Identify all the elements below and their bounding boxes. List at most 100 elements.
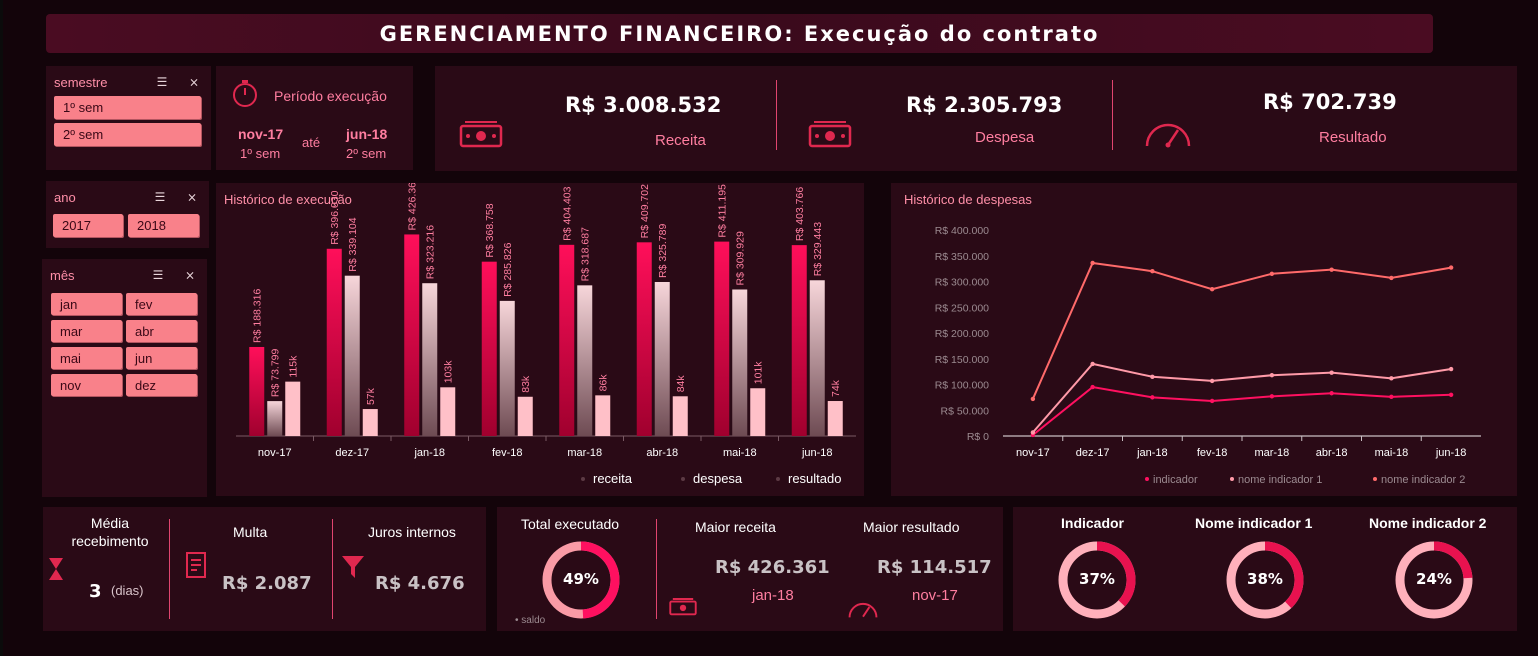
donut-fill — [1058, 541, 1136, 619]
data-label: 83k — [520, 375, 532, 393]
multi-select-icon[interactable]: ☰ — [156, 75, 168, 89]
slicer-item-dez[interactable]: dez — [126, 374, 197, 396]
bar-resultado — [517, 396, 533, 436]
bottom-indicators-panel: Indicador 37% Nome indicador 1 38% Nome … — [1013, 507, 1517, 631]
donut-fill — [1226, 541, 1304, 619]
bar-despesa — [577, 285, 593, 436]
point-nome-indicador-2 — [1090, 260, 1095, 266]
indicador-2-donut — [1395, 541, 1473, 619]
indicador-value: 37% — [1079, 570, 1115, 588]
gauge-icon — [1145, 123, 1191, 148]
multi-select-icon[interactable]: ☰ — [152, 268, 164, 282]
slicer-item-jan[interactable]: jan — [51, 293, 122, 315]
slicer-item-fev[interactable]: fev — [126, 293, 197, 315]
y-tick-label: R$ 50.000 — [941, 405, 990, 417]
x-tick-label: nov-17 — [258, 447, 292, 459]
slicer-item-mar[interactable]: mar — [51, 320, 122, 342]
slicer-item-jun[interactable]: jun — [126, 347, 197, 369]
kpi-despesa-value: R$ 2.305.793 — [906, 93, 1063, 117]
x-tick-label: fev-18 — [1197, 447, 1228, 459]
x-tick-label: jun-18 — [801, 447, 833, 459]
indicador-donut — [1058, 541, 1136, 619]
periodo-panel: Período execução nov-17 1º sem até jun-1… — [216, 66, 413, 170]
data-label: R$ 323.216 — [425, 225, 437, 279]
divider — [1112, 80, 1113, 150]
point-nome-indicador-1 — [1209, 378, 1215, 384]
total-donut — [542, 541, 620, 619]
point-nome-indicador-1 — [1329, 370, 1334, 375]
slicer-item-nov[interactable]: nov — [51, 374, 122, 396]
x-tick-label: fev-18 — [492, 447, 523, 459]
divider — [776, 80, 777, 150]
clear-filter-icon[interactable]: ⨯ — [188, 75, 200, 89]
data-label: R$ 396.030 — [329, 190, 341, 244]
slicer-item-mai[interactable]: mai — [51, 347, 122, 369]
indicador-2-label: Nome indicador 2 — [1369, 515, 1487, 531]
x-tick-label: mai-18 — [723, 447, 757, 459]
media-unit: (dias) — [111, 583, 144, 598]
slicer-ano: ano ☰ ⨯ 2017 2018 — [46, 181, 209, 248]
legend-marker — [1230, 477, 1234, 481]
bar-receita — [404, 234, 420, 436]
juros-value: R$ 4.676 — [375, 573, 465, 594]
x-tick-label: jan-18 — [1136, 447, 1168, 459]
y-tick-label: R$ 0 — [967, 431, 989, 443]
point-nome-indicador-2 — [1448, 265, 1454, 270]
line-nome-indicador-1 — [1032, 362, 1452, 434]
kpi-receita-label: Receita — [655, 132, 706, 149]
kpi-receita-value: R$ 3.008.532 — [565, 93, 722, 117]
money-icon — [808, 121, 852, 148]
slicer-item-2018[interactable]: 2018 — [128, 214, 199, 237]
bar-chart-title: Histórico de execução — [224, 192, 352, 207]
slicer-item-2sem[interactable]: 2º sem — [54, 123, 201, 146]
slicer-semestre-label: semestre — [54, 74, 108, 90]
divider — [169, 519, 170, 619]
x-tick-label: jan-18 — [413, 447, 445, 459]
data-label: R$ 188.316 — [252, 289, 264, 343]
kpi-panel: R$ 3.008.532 Receita R$ 2.305.793 Despes… — [435, 66, 1517, 171]
periodo-start-sem: 1º sem — [240, 146, 281, 161]
data-label: R$ 368.758 — [484, 203, 496, 257]
money-icon — [459, 121, 503, 148]
periodo-start: nov-17 — [238, 126, 284, 142]
point-nome-indicador-2 — [1269, 271, 1275, 276]
slicer-item-2017[interactable]: 2017 — [53, 214, 123, 237]
data-label: 103k — [443, 360, 455, 384]
slicer-item-abr[interactable]: abr — [126, 320, 197, 342]
data-label: 101k — [753, 361, 765, 385]
legend-marker — [1373, 477, 1377, 481]
maior-receita-label: Maior receita — [695, 519, 776, 535]
clear-filter-icon[interactable]: ⨯ — [186, 190, 198, 204]
slicer-item-1sem[interactable]: 1º sem — [54, 96, 201, 119]
periodo-end-sem: 2º sem — [346, 146, 387, 161]
media-label: Média recebimento — [71, 515, 149, 549]
multi-select-icon[interactable]: ☰ — [154, 190, 166, 204]
maior-resultado-period: nov-17 — [912, 587, 958, 604]
point-indicador — [1389, 394, 1394, 400]
y-tick-label: R$ 150.000 — [935, 354, 989, 366]
bar-resultado — [672, 396, 688, 436]
multa-value: R$ 2.087 — [222, 573, 312, 594]
kpi-despesa-label: Despesa — [975, 129, 1035, 146]
bar-despesa — [344, 275, 360, 436]
bar-despesa — [499, 300, 515, 436]
point-nome-indicador-2 — [1329, 267, 1334, 272]
data-label: R$ 426.361 — [407, 183, 419, 230]
point-indicador — [1150, 395, 1155, 400]
clear-filter-icon[interactable]: ⨯ — [184, 268, 196, 282]
indicador-1-value: 38% — [1247, 570, 1283, 588]
x-tick-label: abr-18 — [646, 447, 678, 459]
point-indicador — [1269, 394, 1275, 399]
point-nome-indicador-2 — [1030, 396, 1036, 402]
page-title: GERENCIAMENTO FINANCEIRO: Execução do co… — [379, 21, 1100, 46]
bar-resultado — [362, 409, 378, 436]
kpi-resultado-label: Resultado — [1319, 129, 1387, 146]
slicer-header: mês ☰ ⨯ — [50, 265, 199, 285]
legend-despesa: despesa — [693, 471, 743, 486]
y-tick-label: R$ 250.000 — [935, 302, 989, 314]
data-label: 57k — [365, 387, 377, 405]
donut-fill — [542, 541, 620, 619]
slicer-header: semestre ☰ ⨯ — [54, 72, 203, 92]
money-icon — [669, 598, 697, 616]
